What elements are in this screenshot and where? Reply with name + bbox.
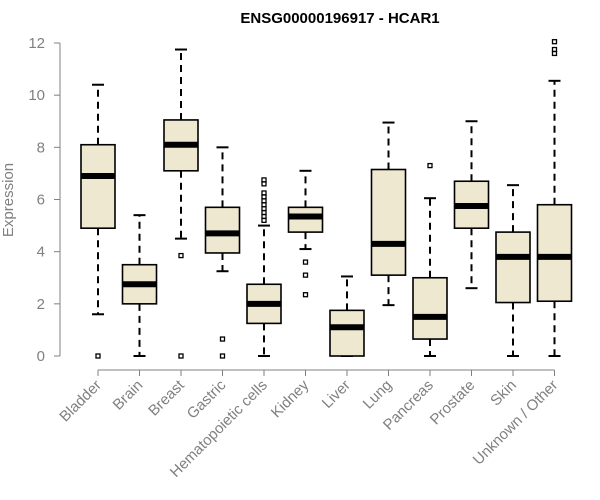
iqr-box: [80, 143, 116, 229]
outlier-point: [95, 353, 101, 359]
y-tick-label: 10: [28, 87, 45, 104]
outlier-point: [551, 46, 558, 53]
box-breast: [163, 48, 199, 359]
outlier-point: [551, 39, 558, 45]
y-tick-label: 2: [37, 296, 45, 313]
outlier-point: [261, 190, 267, 196]
outlier-point: [219, 353, 226, 359]
x-tick-label: Brain: [110, 377, 147, 414]
iqr-box: [204, 206, 241, 254]
outlier-point: [178, 252, 184, 259]
y-tick-label: 4: [37, 244, 45, 261]
box-hematopoietic-cells: [246, 177, 282, 357]
iqr-box: [329, 309, 365, 357]
iqr-box: [495, 231, 531, 304]
outlier-point: [219, 336, 226, 342]
box-bladder: [80, 83, 116, 359]
box-unknown-other: [536, 39, 573, 357]
y-axis-label: Expression: [0, 163, 17, 237]
x-tick-label: Breast: [145, 376, 188, 419]
x-tick-label: Skin: [487, 377, 520, 410]
x-tick-label: Liver: [319, 377, 354, 412]
box-skin: [495, 184, 531, 357]
box-lung: [370, 121, 407, 307]
x-tick-label: Prostate: [427, 377, 479, 429]
iqr-box: [412, 276, 448, 340]
y-tick-label: 8: [37, 139, 45, 156]
x-tick-label: Kidney: [268, 376, 313, 421]
iqr-box: [536, 203, 573, 303]
outlier-point: [302, 292, 309, 298]
outlier-point: [302, 259, 309, 265]
outlier-point: [178, 353, 184, 359]
boxes-layer: [80, 39, 573, 359]
box-liver: [329, 275, 365, 357]
box-brain: [121, 214, 158, 357]
x-tick-label: Lung: [360, 377, 396, 413]
chart-title: ENSG00000196917 - HCAR1: [240, 10, 439, 27]
iqr-box: [287, 206, 324, 233]
x-tick-label: Bladder: [56, 377, 105, 426]
box-pancreas: [412, 162, 448, 357]
outlier-point: [261, 177, 267, 183]
y-tick-label: 0: [37, 348, 45, 365]
y-axis: 0 2 4 6 8 10 12: [28, 35, 61, 365]
box-kidney: [287, 169, 324, 298]
outlier-point: [427, 162, 433, 169]
box-prostate: [453, 120, 490, 290]
outlier-point: [302, 272, 309, 278]
box-gastric: [204, 146, 241, 359]
iqr-box: [370, 168, 407, 276]
y-tick-label: 12: [28, 35, 45, 52]
y-tick-label: 6: [37, 192, 45, 209]
